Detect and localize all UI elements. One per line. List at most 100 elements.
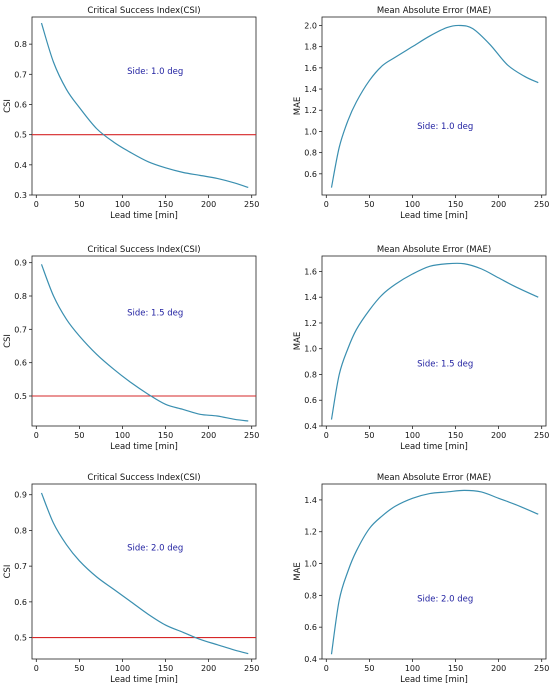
x-tick-label: 50 — [74, 431, 84, 440]
chart-title: Mean Absolute Error (MAE) — [377, 245, 491, 255]
x-tick-label: 50 — [364, 431, 374, 440]
x-tick-label: 100 — [405, 200, 420, 209]
y-axis-label: MAE — [293, 562, 303, 581]
plot-frame — [321, 255, 547, 427]
x-axis-label: Lead time [min] — [110, 211, 178, 221]
plot-frame — [31, 16, 257, 196]
x-tick-label: 150 — [448, 200, 463, 209]
y-tick-label: 1.4 — [304, 85, 317, 94]
chart-panel-6: Mean Absolute Error (MAE) 0 50 100 150 200 250… — [293, 473, 549, 683]
x-tick-label: 250 — [534, 431, 549, 440]
x-axis-label: Lead time [min] — [110, 675, 178, 683]
x-tick-label: 150 — [158, 664, 173, 673]
x-tick-label: 50 — [364, 200, 374, 209]
x-tick-label: 0 — [324, 200, 329, 209]
x-tick-label: 250 — [244, 431, 259, 440]
y-tick-label: 0.6 — [14, 359, 27, 368]
side-annotation: Side: 1.5 deg — [127, 309, 183, 319]
x-tick-label: 0 — [324, 431, 329, 440]
x-axis-label: Lead time [min] — [400, 442, 468, 452]
side-annotation: Side: 2.0 deg — [127, 544, 183, 554]
x-tick-label: 0 — [34, 664, 39, 673]
y-tick-label: 1.6 — [304, 64, 317, 73]
y-axis-label: MAE — [293, 332, 303, 351]
plot-frame — [31, 483, 257, 660]
series-line — [330, 262, 539, 420]
y-tick-label: 0.7 — [14, 562, 27, 571]
x-tick-label: 100 — [115, 200, 130, 209]
chart-panel-5: Critical Success Index(CSI) 0 50 100 150 200 2… — [3, 473, 259, 683]
y-tick-label: 0.9 — [14, 259, 27, 268]
y-tick-label: 0.8 — [304, 591, 317, 600]
x-tick-label: 100 — [405, 431, 420, 440]
x-tick-label: 0 — [34, 200, 39, 209]
y-tick-label: 0.6 — [304, 623, 317, 632]
series-line — [40, 264, 249, 422]
x-tick-label: 200 — [201, 431, 216, 440]
side-annotation: Side: 1.5 deg — [417, 360, 473, 370]
y-axis-label: CSI — [3, 99, 13, 113]
y-tick-label: 0.8 — [14, 292, 27, 301]
y-tick-label: 0.5 — [14, 131, 27, 140]
y-tick-label: 0.6 — [14, 100, 27, 109]
chart-title: Mean Absolute Error (MAE) — [377, 6, 491, 16]
side-annotation: Side: 1.0 deg — [417, 122, 473, 132]
side-annotation: Side: 2.0 deg — [417, 594, 473, 604]
series-line — [330, 24, 539, 188]
y-tick-label: 0.4 — [304, 422, 317, 431]
y-axis-label: CSI — [3, 334, 13, 348]
x-tick-label: 50 — [74, 200, 84, 209]
chart-panel-4: Mean Absolute Error (MAE) 0 50 100 150 200 250… — [293, 245, 549, 452]
chart-panel-2: Mean Absolute Error (MAE) 0 50 100 150 200 250… — [293, 6, 549, 221]
y-tick-label: 1.2 — [304, 319, 317, 328]
y-tick-label: 0.6 — [14, 598, 27, 607]
y-tick-label: 0.3 — [14, 191, 27, 200]
chart-title: Mean Absolute Error (MAE) — [377, 473, 491, 483]
y-tick-label: 1.2 — [304, 106, 317, 115]
x-axis-label: Lead time [min] — [110, 442, 178, 452]
x-tick-label: 250 — [244, 200, 259, 209]
chart-title: Critical Success Index(CSI) — [87, 473, 200, 483]
y-tick-label: 1.0 — [304, 560, 317, 569]
y-tick-label: 1.0 — [304, 127, 317, 136]
chart-panel-3: Critical Success Index(CSI) 0 50 100 150 200 2… — [3, 245, 259, 452]
x-tick-label: 250 — [244, 664, 259, 673]
y-tick-label: 1.8 — [304, 43, 317, 52]
y-tick-label: 0.7 — [14, 325, 27, 334]
chart-title: Critical Success Index(CSI) — [87, 245, 200, 255]
x-tick-label: 200 — [201, 200, 216, 209]
x-axis-label: Lead time [min] — [400, 675, 468, 683]
x-tick-label: 200 — [491, 431, 506, 440]
y-tick-label: 0.8 — [304, 370, 317, 379]
plot-frame — [321, 483, 547, 660]
y-tick-label: 2.0 — [304, 21, 317, 30]
x-tick-label: 100 — [115, 664, 130, 673]
series-line — [40, 492, 249, 655]
series-line — [330, 489, 539, 655]
x-tick-label: 150 — [158, 431, 173, 440]
y-axis-label: MAE — [293, 97, 303, 116]
y-tick-label: 1.6 — [304, 267, 317, 276]
x-tick-label: 100 — [405, 664, 420, 673]
x-tick-label: 200 — [491, 200, 506, 209]
y-tick-label: 0.6 — [304, 396, 317, 405]
side-annotation: Side: 1.0 deg — [127, 67, 183, 77]
x-tick-label: 200 — [201, 664, 216, 673]
plot-frame — [321, 16, 547, 196]
y-tick-label: 0.8 — [14, 40, 27, 49]
chart-panel-1: Critical Success Index(CSI) 0 50 100 150 200 2… — [3, 6, 259, 221]
y-tick-label: 0.7 — [14, 70, 27, 79]
y-tick-label: 1.0 — [304, 345, 317, 354]
x-tick-label: 150 — [158, 200, 173, 209]
x-tick-label: 50 — [74, 664, 84, 673]
y-tick-label: 0.9 — [14, 491, 27, 500]
y-tick-label: 0.6 — [304, 170, 317, 179]
x-tick-label: 100 — [115, 431, 130, 440]
y-axis-label: CSI — [3, 565, 13, 579]
x-tick-label: 0 — [34, 431, 39, 440]
series-line — [40, 22, 249, 189]
x-axis-label: Lead time [min] — [400, 211, 468, 221]
x-tick-label: 0 — [324, 664, 329, 673]
plot-frame — [31, 255, 257, 427]
